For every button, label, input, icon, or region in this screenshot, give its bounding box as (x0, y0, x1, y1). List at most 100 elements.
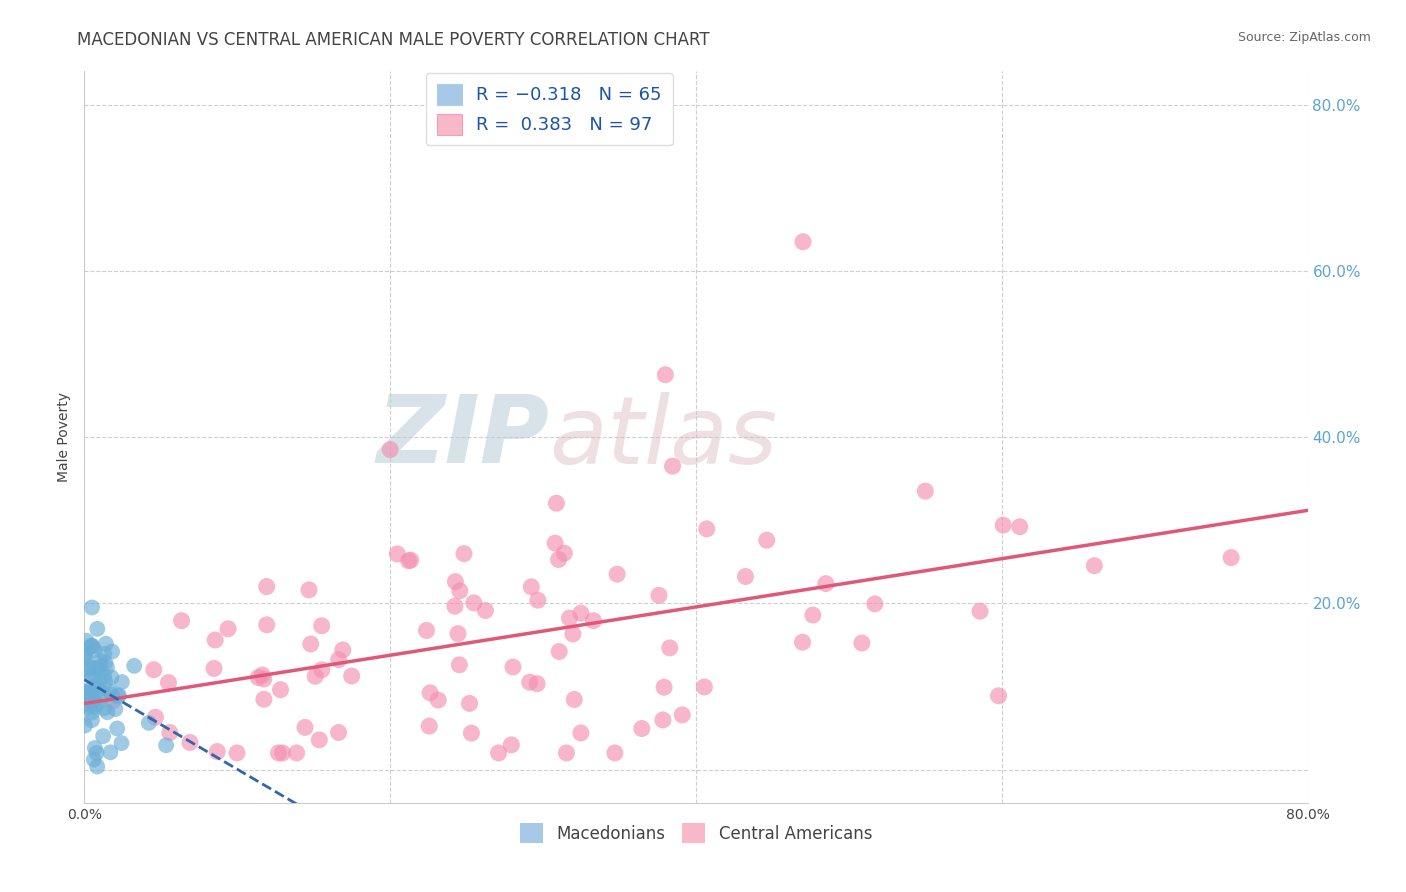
Point (77, 660, 100, 674)
Point (294, 720, 316, 734)
Point (83, 753, 105, 767)
Point (851, 636, 873, 650)
Point (544, 536, 567, 550)
Point (111, 675, 134, 690)
Point (526, 593, 548, 607)
Point (693, 680, 716, 694)
Point (77, 696, 100, 710)
Point (217, 622, 239, 636)
Point (474, 603, 496, 617)
Text: ZIP: ZIP (377, 391, 550, 483)
Point (488, 746, 510, 760)
Point (76, 633, 98, 648)
Point (75, 664, 97, 678)
Point (328, 725, 350, 739)
Point (399, 553, 422, 567)
Point (332, 643, 354, 657)
Point (914, 484, 936, 499)
Point (444, 599, 467, 614)
Point (308, 732, 330, 747)
Point (83, 669, 105, 683)
Point (89, 659, 111, 673)
Point (83, 661, 105, 675)
Point (501, 738, 523, 752)
Point (204, 632, 226, 647)
Point (89, 674, 111, 689)
Point (311, 619, 333, 633)
Y-axis label: Male Poverty: Male Poverty (58, 392, 72, 482)
Point (648, 588, 671, 602)
Point (792, 235, 814, 249)
Point (562, 692, 585, 706)
Point (520, 580, 543, 594)
Point (755, 533, 778, 548)
Point (75, 653, 97, 667)
Point (298, 582, 321, 597)
Point (603, 746, 626, 760)
Point (449, 657, 471, 672)
Point (696, 522, 718, 536)
Point (73, 648, 96, 663)
Point (77, 688, 100, 702)
Point (157, 675, 180, 690)
Point (226, 746, 249, 760)
Point (993, 518, 1015, 533)
Point (82, 693, 104, 707)
Point (104, 702, 127, 716)
Point (340, 669, 363, 683)
Point (253, 692, 276, 706)
Point (252, 668, 274, 682)
Point (207, 745, 229, 759)
Point (449, 583, 471, 598)
Point (77, 700, 100, 714)
Point (107, 688, 129, 702)
Point (105, 722, 128, 736)
Point (398, 554, 420, 568)
Point (814, 576, 837, 591)
Point (94, 689, 117, 703)
Point (630, 722, 652, 736)
Point (553, 546, 575, 560)
Point (142, 663, 165, 677)
Point (460, 726, 482, 740)
Point (94, 656, 117, 670)
Point (93, 647, 115, 661)
Legend: Macedonians, Central Americans: Macedonians, Central Americans (513, 817, 879, 849)
Point (96, 705, 118, 719)
Point (256, 580, 278, 594)
Point (418, 719, 440, 733)
Point (558, 611, 581, 625)
Point (80, 600, 103, 615)
Point (1220, 550, 1243, 565)
Point (76, 686, 98, 700)
Point (86, 759, 108, 773)
Point (1008, 519, 1031, 533)
Point (427, 693, 450, 707)
Point (80, 684, 103, 698)
Point (569, 606, 592, 620)
Point (79, 668, 101, 682)
Point (86, 697, 108, 711)
Point (1083, 558, 1105, 573)
Point (89, 654, 111, 668)
Point (100, 745, 122, 759)
Point (502, 660, 524, 674)
Point (734, 569, 756, 583)
Point (77, 698, 100, 712)
Point (304, 669, 326, 683)
Point (179, 735, 201, 749)
Point (546, 496, 568, 510)
Point (247, 671, 270, 685)
Point (83, 643, 105, 657)
Point (80, 706, 103, 720)
Point (463, 596, 485, 610)
Point (101, 694, 124, 708)
Text: MACEDONIAN VS CENTRAL AMERICAN MALE POVERTY CORRELATION CHART: MACEDONIAN VS CENTRAL AMERICAN MALE POVE… (77, 31, 710, 49)
Point (519, 675, 541, 690)
Point (651, 713, 673, 727)
Point (83, 699, 105, 714)
Point (548, 644, 571, 658)
Point (299, 637, 322, 651)
Point (328, 653, 350, 667)
Point (83, 741, 105, 756)
